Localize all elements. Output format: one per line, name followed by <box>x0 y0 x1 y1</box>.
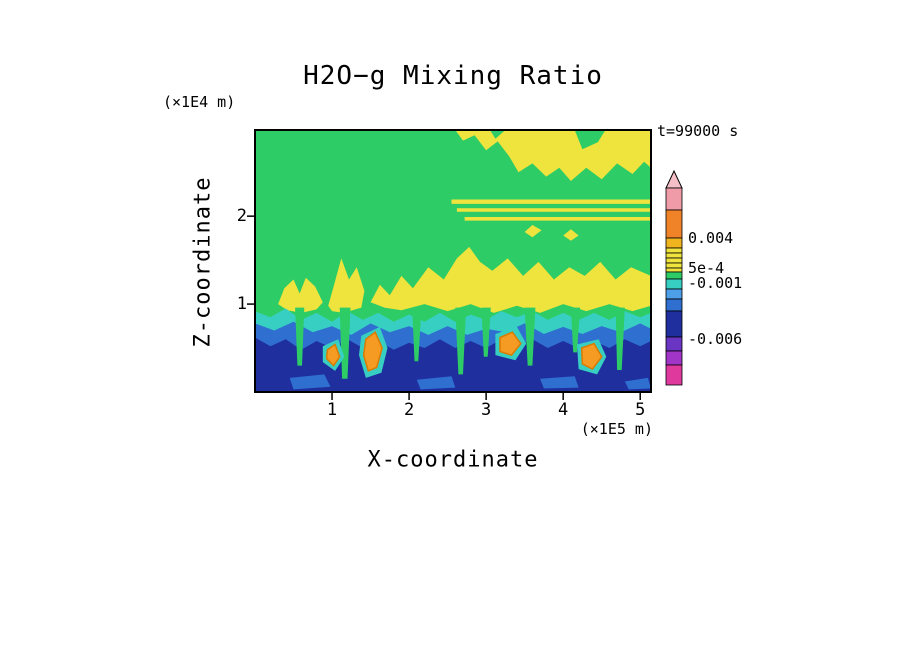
chart-title: H2O−g Mixing Ratio <box>303 61 603 91</box>
colorbar-segment <box>665 262 683 269</box>
y-axis-unit: (×1E4 m) <box>163 93 236 111</box>
colorbar-segment <box>665 278 683 290</box>
yellow-stripes <box>464 217 651 221</box>
yellow-specks <box>524 225 542 238</box>
colorbar-segment <box>665 257 683 264</box>
yellow-stripes <box>456 208 651 212</box>
green-fingers <box>412 307 422 362</box>
orange-blobs <box>499 331 522 356</box>
bottom-blue-patches <box>416 376 456 390</box>
green-fingers <box>455 307 467 375</box>
colorbar-segment <box>665 310 683 338</box>
green-notches <box>490 130 506 139</box>
yellow-stripes <box>451 199 651 204</box>
colorbar-segment <box>665 288 683 300</box>
green-fingers <box>295 307 305 366</box>
x-tick-label: 1 <box>326 400 338 420</box>
orange-blobs <box>580 342 603 371</box>
colorbar-segment <box>665 252 683 259</box>
contour-field <box>255 130 651 392</box>
y-tick-label: 1 <box>236 294 247 315</box>
plot-frame <box>254 129 652 393</box>
green-fingers <box>615 307 625 370</box>
y-axis-label: Z-coordinate <box>190 176 216 348</box>
contour-plot <box>247 129 652 400</box>
colorbar-level-label: 0.004 <box>688 229 734 247</box>
x-tick-label: 3 <box>481 400 492 420</box>
colorbar-level-label: 5e-4 <box>688 259 725 277</box>
orange-blobs <box>325 343 341 367</box>
yellow-mid-band <box>370 246 651 313</box>
green-fingers <box>481 307 491 357</box>
colorbar-segment <box>665 298 683 312</box>
colorbar-segment <box>665 336 683 352</box>
x-tick-label: 4 <box>558 400 569 420</box>
yellow-specks <box>563 229 579 241</box>
yellow-left-blobs <box>328 258 365 313</box>
green-notches <box>574 130 606 150</box>
yellow-top-mass <box>455 130 651 181</box>
x-axis-label: X-coordinate <box>367 447 539 473</box>
y-tick-label: 2 <box>236 206 247 227</box>
colorbar-segment <box>665 187 683 211</box>
colorbar-level-label: -0.001 <box>688 274 743 292</box>
colorbar-segment <box>665 209 683 239</box>
colorbar-segment <box>665 267 683 273</box>
bottom-blue-patches <box>624 377 651 390</box>
colorbar-arrow <box>665 170 683 189</box>
bottom-blue-patches <box>289 374 331 390</box>
yellow-left-blobs <box>278 277 323 313</box>
time-annotation: t=99000 s <box>657 122 739 140</box>
x-tick-label: 5 <box>635 400 646 420</box>
green-fingers <box>524 307 536 366</box>
colorbar <box>665 170 683 386</box>
bottom-blue-patches <box>540 376 579 389</box>
colorbar-segment <box>665 247 683 254</box>
colorbar-segment <box>665 364 683 386</box>
colorbar-segment <box>665 237 683 249</box>
colorbar-segment <box>665 271 683 280</box>
x-axis-unit: (×1E5 m) <box>580 420 653 438</box>
colorbar-level-label: -0.006 <box>688 330 743 348</box>
green-fingers <box>570 307 581 353</box>
orange-blobs <box>362 331 383 372</box>
x-tick-label: 2 <box>403 400 415 420</box>
green-fingers <box>339 307 351 379</box>
colorbar-segment <box>665 350 683 366</box>
